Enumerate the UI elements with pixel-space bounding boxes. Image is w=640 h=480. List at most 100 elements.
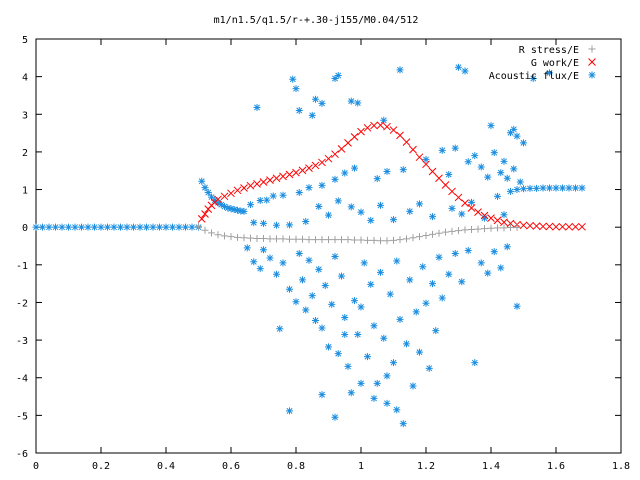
data-point [169, 223, 176, 231]
data-point [383, 399, 391, 407]
data-point [91, 223, 98, 231]
data-point [344, 362, 352, 370]
data-point [367, 280, 375, 288]
data-point [390, 359, 397, 367]
data-point [227, 233, 235, 241]
data-point [558, 222, 567, 231]
y-tick-label: 5 [22, 35, 28, 46]
data-point [546, 69, 553, 77]
data-point [370, 394, 378, 402]
data-point [321, 282, 329, 290]
data-point [519, 221, 528, 230]
data-point [324, 154, 333, 163]
data-point [256, 265, 264, 273]
data-point [572, 184, 579, 192]
data-point [526, 221, 534, 230]
data-point [130, 223, 137, 231]
data-point [337, 145, 346, 153]
data-point [559, 184, 566, 192]
data-point [227, 189, 235, 198]
data-point [403, 340, 410, 348]
data-point [240, 207, 248, 215]
data-point [331, 413, 339, 421]
data-point [351, 297, 358, 305]
data-point [331, 175, 339, 183]
data-point [370, 236, 378, 244]
data-point [295, 107, 303, 115]
data-point [253, 234, 261, 242]
data-point [419, 263, 427, 271]
data-point [484, 173, 492, 181]
data-point [221, 202, 228, 210]
data-point [386, 290, 394, 298]
data-point [344, 139, 352, 147]
data-point [422, 299, 430, 307]
y-tick-label: -1 [16, 261, 28, 272]
data-point [266, 235, 274, 243]
data-point [325, 236, 332, 244]
data-point [341, 314, 349, 322]
data-point [497, 169, 505, 177]
data-point [545, 222, 554, 231]
data-point [497, 264, 505, 272]
data-point [493, 216, 502, 225]
data-point [315, 265, 323, 273]
data-point [471, 359, 479, 367]
data-point [363, 123, 372, 132]
data-point [389, 126, 398, 134]
data-point [318, 181, 326, 189]
data-point [217, 201, 225, 209]
data-point [240, 184, 248, 192]
y-tick-label: 0 [22, 223, 28, 234]
data-point [409, 234, 417, 242]
data-point [325, 343, 332, 351]
data-point [429, 280, 436, 288]
data-point [364, 236, 371, 244]
data-point [412, 308, 420, 316]
data-point [302, 306, 310, 314]
data-point [201, 226, 209, 234]
data-point [266, 176, 274, 184]
data-point [325, 211, 332, 219]
data-point [136, 223, 144, 231]
data-point [357, 208, 365, 216]
data-point [464, 247, 472, 255]
data-point [308, 111, 316, 119]
data-point [442, 228, 449, 236]
data-point [315, 202, 323, 210]
data-point [422, 231, 430, 239]
data-point [123, 223, 131, 231]
data-point [546, 184, 553, 192]
data-point [312, 317, 319, 325]
data-point [260, 219, 267, 227]
series-acoustic-flux-e [32, 63, 586, 428]
data-point [247, 201, 254, 209]
data-point [416, 200, 423, 208]
data-point [380, 116, 388, 124]
data-point [71, 223, 79, 231]
data-point [507, 224, 514, 232]
y-tick-label: -6 [16, 449, 28, 460]
data-point [377, 268, 384, 276]
x-tick-label: 0.2 [92, 461, 110, 472]
y-tick-label: -5 [16, 411, 28, 422]
data-point [354, 330, 362, 338]
legend-label: R stress/E [519, 45, 579, 56]
data-point [78, 223, 85, 231]
x-tick-label: 1.4 [482, 461, 500, 472]
data-point [292, 298, 300, 306]
data-point [331, 75, 339, 83]
data-point [289, 75, 297, 83]
data-point [246, 181, 255, 190]
data-point [65, 223, 72, 231]
data-point [299, 235, 306, 243]
y-tick-label: 2 [22, 148, 28, 159]
data-point [97, 223, 105, 231]
data-point [367, 216, 375, 224]
data-point [500, 224, 508, 232]
data-point [214, 195, 222, 204]
data-point [220, 192, 229, 201]
data-point [318, 99, 326, 107]
data-point [279, 259, 287, 267]
data-point [234, 233, 241, 241]
